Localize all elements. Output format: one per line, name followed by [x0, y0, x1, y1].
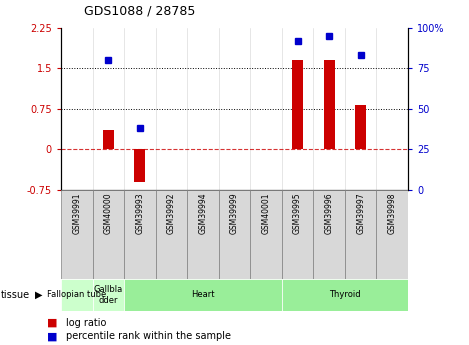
Text: ▶: ▶ — [35, 290, 43, 300]
Text: percentile rank within the sample: percentile rank within the sample — [66, 332, 231, 341]
Text: GSM39997: GSM39997 — [356, 193, 365, 234]
Bar — [282, 190, 313, 279]
Text: Thyroid: Thyroid — [329, 290, 361, 299]
Bar — [250, 190, 282, 279]
Bar — [292, 60, 303, 149]
Text: Gallbla
dder: Gallbla dder — [94, 285, 123, 305]
Text: GSM39991: GSM39991 — [72, 193, 81, 234]
Text: ■: ■ — [47, 332, 57, 341]
Text: GSM39993: GSM39993 — [136, 193, 144, 234]
Text: ■: ■ — [47, 318, 57, 327]
Text: tissue: tissue — [0, 290, 30, 300]
Bar — [345, 190, 377, 279]
Bar — [92, 190, 124, 279]
Text: GSM39992: GSM39992 — [167, 193, 176, 234]
Bar — [313, 190, 345, 279]
Bar — [156, 190, 187, 279]
Bar — [61, 190, 92, 279]
Text: GDS1088 / 28785: GDS1088 / 28785 — [84, 4, 196, 17]
Text: GSM39999: GSM39999 — [230, 193, 239, 234]
Text: log ratio: log ratio — [66, 318, 106, 327]
Text: GSM39998: GSM39998 — [388, 193, 397, 234]
Text: GSM40000: GSM40000 — [104, 193, 113, 234]
Text: GSM39995: GSM39995 — [293, 193, 302, 234]
Bar — [134, 149, 145, 181]
Text: GSM40001: GSM40001 — [262, 193, 271, 234]
Text: Heart: Heart — [191, 290, 215, 299]
Bar — [124, 190, 156, 279]
Bar — [103, 130, 114, 149]
Bar — [324, 60, 335, 149]
Bar — [355, 105, 366, 149]
Text: Fallopian tube: Fallopian tube — [47, 290, 106, 299]
Text: GSM39996: GSM39996 — [325, 193, 333, 234]
Text: GSM39994: GSM39994 — [198, 193, 207, 234]
Bar — [282, 279, 408, 311]
Bar — [124, 279, 282, 311]
Bar — [92, 279, 124, 311]
Bar — [377, 190, 408, 279]
Bar — [61, 279, 92, 311]
Bar — [219, 190, 250, 279]
Bar — [187, 190, 219, 279]
